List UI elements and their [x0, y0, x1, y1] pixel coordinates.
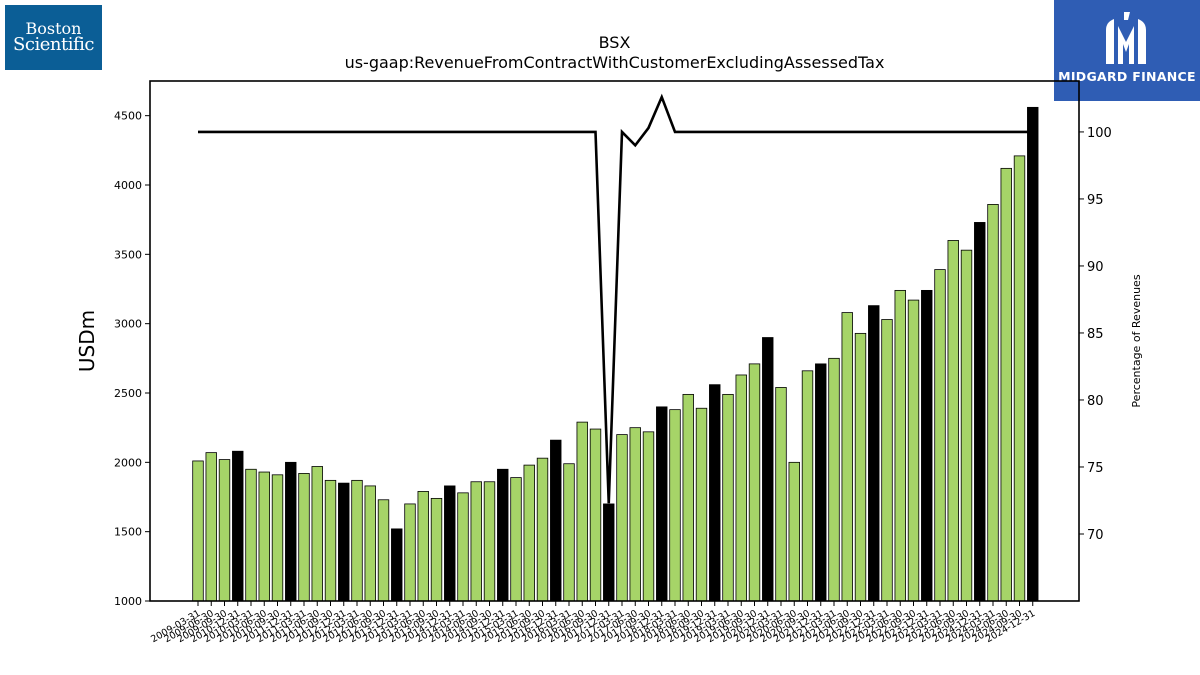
- bar-2024-03-31: [987, 204, 999, 602]
- plot-frame: [149, 80, 1080, 602]
- bar-2016-06-30: [576, 421, 588, 602]
- y2-tick-label: 70: [1087, 528, 1104, 543]
- bar-2016-09-30: [589, 428, 602, 602]
- bar-2021-12-31: [868, 305, 880, 602]
- y2-tick-label: 75: [1087, 461, 1104, 476]
- bar-2017-12-31: [656, 406, 668, 602]
- boston-scientific-logo: Boston Scientific: [5, 5, 102, 70]
- x-axis-ticks: 2009-03-312009-06-302009-09-302010-12-31…: [149, 601, 1037, 645]
- bar-2017-06-30: [629, 427, 641, 602]
- bar-2019-09-30: [748, 363, 761, 602]
- bar-2021-06-30: [841, 312, 853, 602]
- bar-2020-03-31: [775, 387, 787, 602]
- bar-2022-03-31: [881, 319, 893, 602]
- bar-2024-09-30: [1013, 155, 1026, 602]
- y-tick-label: 4000: [114, 179, 142, 192]
- logo-left-line2: Scientific: [13, 34, 94, 55]
- bar-2013-03-31: [404, 503, 416, 602]
- bar-2012-12-31: [391, 528, 403, 602]
- bar-2023-12-31: [974, 222, 986, 602]
- bar-2015-09-30: [536, 457, 549, 602]
- bar-2019-12-31: [762, 337, 774, 602]
- bar-2013-12-31: [444, 485, 456, 602]
- y-tick-label: 2000: [114, 456, 142, 469]
- bar-2023-09-30: [960, 249, 973, 602]
- percentage-line: [198, 93, 1033, 504]
- bar-2018-06-30: [682, 393, 694, 602]
- bar-2017-09-30: [642, 431, 655, 602]
- chart-title: BSX: [599, 33, 631, 52]
- bar-2009-12-31: [232, 450, 244, 602]
- bar-2014-03-31: [457, 492, 469, 602]
- bar-2014-12-31: [497, 468, 509, 602]
- y2-tick-label: 95: [1087, 193, 1104, 208]
- bar-2023-03-31: [934, 269, 946, 602]
- y-tick-label: 3000: [114, 318, 142, 331]
- bar-2012-03-31: [351, 479, 363, 602]
- y2-tick-label: 85: [1087, 327, 1104, 342]
- bar-2010-06-30: [258, 471, 270, 602]
- bar-2017-03-31: [616, 434, 628, 602]
- bar-2018-12-31: [709, 384, 721, 602]
- bar-2018-03-31: [669, 409, 681, 602]
- right-axis-ticks: 70 75 80 85 90 95 100: [1079, 126, 1112, 543]
- logo-right-name: MIDGARD FINANCE: [1058, 69, 1196, 84]
- bar-2020-09-30: [801, 370, 814, 602]
- bar-2022-06-30: [894, 289, 906, 602]
- y-tick-label: 4500: [114, 110, 142, 123]
- bar-2019-06-30: [735, 374, 747, 602]
- bar-2021-03-31: [828, 357, 840, 602]
- bar-2011-09-30: [324, 479, 337, 602]
- bar-2013-06-30: [417, 491, 429, 602]
- y-tick-label: 1000: [114, 595, 142, 608]
- bar-2012-06-30: [364, 485, 376, 602]
- bar-2016-03-31: [563, 463, 575, 602]
- y2-tick-label: 80: [1087, 394, 1104, 409]
- y2-tick-label: 100: [1087, 126, 1112, 141]
- bar-2024-06-30: [1000, 167, 1012, 602]
- bar-2016-12-31: [603, 503, 615, 602]
- bar-2021-09-30: [854, 332, 867, 602]
- bar-2011-12-31: [338, 482, 350, 602]
- y2-axis-label: Percentage of Revenues: [1130, 274, 1143, 407]
- bar-2024-12-31: [1027, 106, 1039, 602]
- y-tick-label: 2500: [114, 387, 142, 400]
- bar-2009-09-30: [218, 459, 231, 602]
- left-axis-ticks: 1000 1500 2000 2500 3000 3500 4000 4500: [114, 110, 150, 608]
- logo-left-line1: Boston: [25, 19, 82, 38]
- bar-2015-06-30: [523, 464, 535, 602]
- bar-2009-03-31: [192, 460, 204, 602]
- y-tick-label: 3500: [114, 248, 142, 261]
- chart-subtitle: us-gaap:RevenueFromContractWithCustomerE…: [345, 53, 885, 72]
- bar-2011-03-31: [298, 473, 310, 602]
- bar-2014-06-30: [470, 481, 482, 602]
- y-axis-label: USDm: [75, 310, 99, 372]
- bar-2019-03-31: [722, 393, 734, 602]
- bar-2010-09-30: [271, 474, 284, 602]
- bar-2011-06-30: [311, 466, 323, 602]
- bar-2022-09-30: [907, 299, 920, 602]
- bar-2012-09-30: [377, 499, 390, 602]
- bar-2010-03-31: [245, 468, 257, 602]
- bar-2014-09-30: [483, 481, 496, 602]
- bar-2023-06-30: [947, 240, 959, 602]
- midgard-emblem-icon: [1106, 12, 1146, 64]
- bar-2009-06-30: [205, 452, 217, 602]
- y2-tick-label: 90: [1087, 260, 1104, 275]
- line-series: [198, 93, 1033, 504]
- bar-2020-12-31: [815, 363, 827, 602]
- bar-2010-12-31: [285, 461, 297, 602]
- bar-2015-03-31: [510, 477, 522, 602]
- bar-series: [192, 106, 1039, 602]
- bar-2022-12-31: [921, 289, 933, 602]
- midgard-finance-logo: MIDGARD FINANCE: [1054, 0, 1200, 101]
- bar-2018-09-30: [695, 407, 708, 602]
- bar-2015-12-31: [550, 439, 562, 602]
- y-tick-label: 1500: [114, 526, 142, 539]
- bar-2013-09-30: [430, 497, 443, 602]
- bar-2020-06-30: [788, 461, 800, 602]
